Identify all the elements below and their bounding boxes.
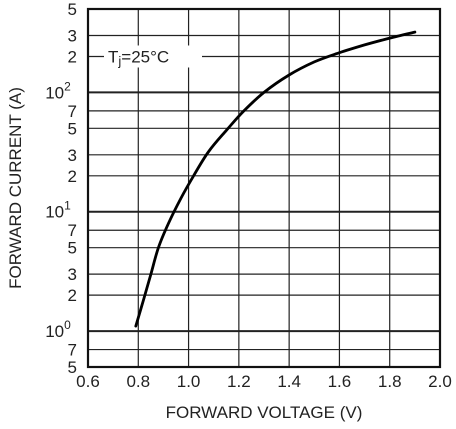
y-tick-label: 5 [68,119,77,138]
x-tick-label: 2.0 [428,372,452,391]
y-tick-label: 5 [68,358,77,377]
temperature-annotation: Tj=25°C [104,45,202,68]
x-tick-label: 1.4 [277,372,301,391]
x-tick-label: 1.2 [227,372,251,391]
forward-current-curve [134,30,417,328]
x-tick-label: 1.8 [378,372,402,391]
y-tick-label: 7 [68,102,77,121]
y-tick-label: 102 [45,79,71,102]
annotation-text: Tj=25°C [108,47,169,68]
y-axis-title: FORWARD CURRENT (A) [6,87,25,289]
y-tick-label: 100 [45,318,71,341]
y-tick-label: 101 [45,199,71,222]
x-tick-label: 0.6 [76,372,100,391]
y-tick-label: 7 [68,341,77,360]
y-tick-label: 3 [68,265,77,284]
x-tick-label: 0.8 [126,372,150,391]
y-tick-label: 2 [68,47,77,66]
x-tick-label: 1.6 [328,372,352,391]
annotation-background [104,45,202,68]
y-tick-label: 5 [68,0,77,19]
plot-border [86,7,442,369]
y-tick-label: 5 [68,239,77,258]
y-tick-label: 2 [68,167,77,186]
plot-frame [86,7,442,369]
x-tick-label: 1.0 [177,372,201,391]
y-tick-label: 3 [68,146,77,165]
y-tick-label: 3 [68,26,77,45]
data-series [134,30,417,328]
y-tick-label: 7 [68,221,77,240]
x-tick-labels: 0.6 0.8 1.0 1.2 1.4 1.6 1.8 2.0 [76,372,452,391]
y-tick-label: 2 [68,286,77,305]
x-axis-title: FORWARD VOLTAGE (V) [166,403,363,422]
